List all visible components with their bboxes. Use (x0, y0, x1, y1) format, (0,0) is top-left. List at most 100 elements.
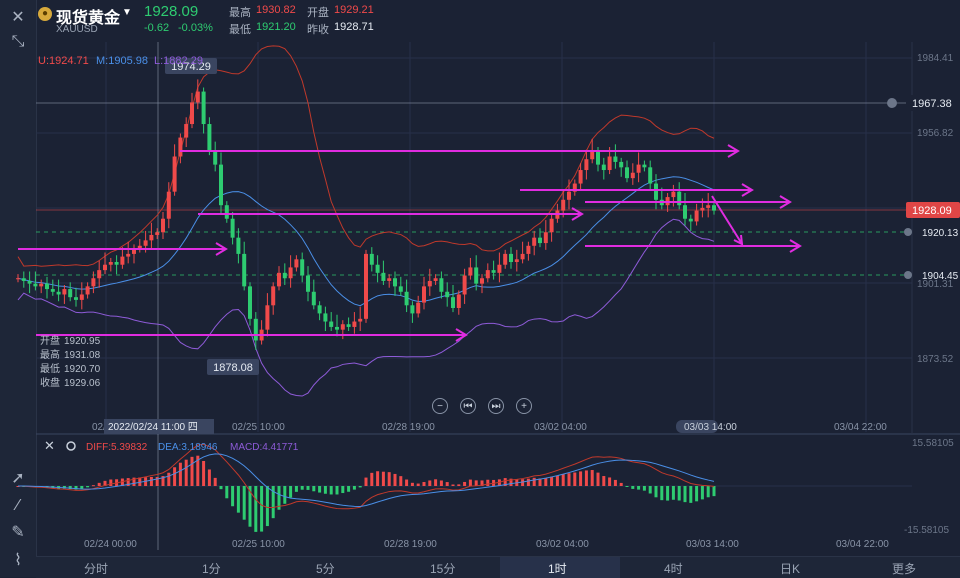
macd-bar (202, 460, 206, 486)
alert-label-2[interactable]: 1920.13 (904, 228, 959, 239)
macd-bar (329, 486, 333, 495)
macd-bar (213, 477, 217, 486)
candle-body (114, 262, 119, 265)
candle-body (393, 278, 397, 287)
candle-body (607, 156, 612, 171)
price-chart[interactable]: 1974.29 1878.08 U:1924.71 M:1905.98 L:18… (0, 0, 960, 556)
drawn-arrow-head (789, 239, 802, 253)
candle-body (596, 151, 600, 165)
tab-timeframe[interactable]: 日K (780, 562, 801, 576)
gold-coin-icon: ● (38, 7, 52, 21)
hover-time-label: 03/03 14:00 (676, 420, 737, 433)
quote-header: ● 现货黄金 ▼ XAUUSD 1928.09 -0.62 -0.03% 最高 … (36, 0, 960, 40)
candle-body (480, 278, 484, 284)
macd-bar (648, 486, 652, 494)
macd-bar (602, 476, 606, 486)
svg-text:1967.38: 1967.38 (912, 98, 952, 110)
macd-bar (439, 480, 443, 486)
candle-body (97, 270, 102, 279)
scroll-end-button[interactable]: ⏭ (488, 398, 504, 414)
sub-time-tick: 03/04 22:00 (836, 539, 889, 550)
zoom-in-button[interactable]: + (516, 398, 532, 414)
macd-bar (550, 476, 554, 486)
tab-timeframe[interactable]: 5分 (316, 562, 335, 576)
candle-body (120, 256, 125, 265)
macd-bar (283, 486, 287, 504)
macd-bar (74, 486, 78, 490)
boll-upper-line (17, 45, 715, 267)
tab-timeframe-more[interactable]: 更多 (892, 562, 917, 576)
tab-timeframe[interactable]: 4时 (664, 562, 683, 576)
tab-timeframe[interactable]: 分时 (84, 562, 109, 576)
candle-body (567, 191, 571, 200)
macd-bar (393, 473, 397, 486)
candle-body (520, 253, 525, 260)
candle-body (700, 207, 705, 211)
collapse-icon[interactable]: ⤡ (11, 33, 25, 50)
macd-bar (126, 478, 130, 486)
macd-bar (341, 486, 345, 494)
pen-tool-icon[interactable]: ✎ (11, 524, 25, 541)
active-timeframe-highlight (500, 557, 620, 578)
macd-bar (120, 478, 124, 486)
macd-bar (109, 479, 113, 486)
candle-body (50, 289, 55, 292)
candle-body (503, 253, 508, 265)
candle-body (677, 191, 682, 206)
alert-label-3[interactable]: 1904.45 (904, 271, 959, 282)
candle-body (369, 253, 374, 265)
macd-bar (97, 482, 101, 486)
indicator-tool-icon[interactable]: ⌇ (14, 552, 22, 569)
last-price: 1928.09 (144, 3, 199, 20)
drawn-arrow-head (455, 328, 468, 342)
svg-text:开盘: 开盘 (40, 334, 60, 347)
tab-timeframe[interactable]: 15分 (430, 562, 456, 576)
macd-bar (480, 480, 484, 486)
macd-bar (352, 486, 356, 490)
candle-body (433, 278, 438, 281)
candle-body (340, 324, 345, 330)
candle-body (451, 297, 455, 309)
candle-body (712, 205, 716, 211)
boll-lower-line (17, 218, 715, 397)
drawn-arrow-head (571, 207, 584, 221)
macd-bar (422, 482, 426, 486)
line-tool-icon[interactable]: ∕ (16, 497, 20, 514)
candle-body (688, 218, 693, 222)
macd-bar (584, 470, 588, 486)
macd-bar (207, 469, 211, 486)
tab-timeframe[interactable]: 1时 (548, 562, 567, 576)
macd-bar (68, 486, 72, 490)
candle-body (242, 253, 247, 287)
candle-body (601, 164, 606, 171)
candle-body (45, 283, 49, 290)
cursor-tool-icon[interactable]: ➚ (11, 470, 25, 487)
instrument-title[interactable]: 现货黄金 (56, 10, 121, 27)
tab-timeframe[interactable]: 1分 (202, 562, 221, 576)
candle-body (329, 321, 334, 327)
candle-body (642, 164, 647, 168)
candle-body (358, 318, 363, 322)
macd-bar (167, 472, 171, 486)
candle-body (288, 267, 293, 279)
svg-text:收盘: 收盘 (40, 376, 60, 389)
macd-bar (248, 486, 252, 527)
macd-bar (318, 486, 322, 493)
close-icon[interactable]: ✕ (11, 9, 25, 26)
time-tick: 03/04 22:00 (834, 422, 887, 433)
scroll-start-button[interactable]: ⏮ (460, 398, 476, 414)
candle-body (155, 232, 160, 235)
alert-label-1[interactable]: 1967.38 (887, 95, 960, 111)
macd-bar (457, 484, 461, 486)
drawn-arrow-head (741, 183, 754, 197)
price-change-pct: -0.03% (178, 22, 213, 34)
macd-bar (619, 482, 623, 486)
chevron-down-icon[interactable]: ▼ (122, 7, 132, 18)
low-value: 1921.20 (256, 21, 296, 33)
candle-body (248, 286, 252, 319)
sub-time-tick: 03/03 14:00 (686, 539, 739, 550)
candle-body (190, 102, 194, 125)
peak-annotation: 1974.29 (165, 58, 217, 74)
candle-body (381, 272, 386, 281)
zoom-out-button[interactable]: − (432, 398, 448, 414)
